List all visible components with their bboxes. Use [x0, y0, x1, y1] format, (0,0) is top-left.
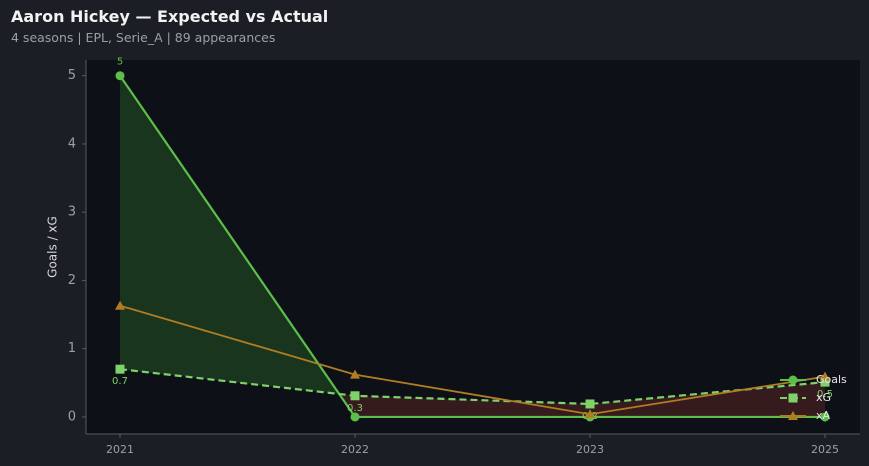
legend-marker: [788, 393, 798, 403]
y-tick-label: 5: [68, 68, 76, 83]
data-point: [115, 364, 125, 374]
data-point: [585, 409, 595, 419]
y-axis-label: Goals / xG: [46, 216, 60, 278]
data-label: 0.5: [817, 389, 833, 400]
legend-label: xG: [816, 391, 831, 404]
data-point: [820, 412, 830, 422]
x-tick-label: 2025: [811, 443, 839, 456]
y-tick-label: 4: [68, 136, 76, 151]
data-label: 5: [117, 57, 123, 68]
x-tick-label: 2022: [341, 443, 369, 456]
legend-marker: [788, 375, 798, 385]
chart-title: Aaron Hickey — Expected vs Actual: [11, 7, 329, 26]
data-point: [350, 369, 360, 379]
legend-label: xA: [816, 409, 831, 422]
y-tick-label: 2: [68, 273, 76, 288]
data-point: [115, 71, 125, 81]
data-label: 0.7: [112, 376, 128, 387]
legend-marker: [788, 411, 798, 420]
chart-subtitle: 4 seasons | EPL, Serie_A | 89 appearance…: [11, 30, 276, 45]
fill-between: [590, 382, 825, 417]
series-line: [119, 304, 826, 416]
data-point: [350, 412, 360, 422]
data-point: [820, 377, 830, 387]
series-line: [119, 368, 826, 406]
data-point: [585, 399, 595, 409]
y-tick-label: 0: [68, 409, 76, 424]
data-point: [350, 391, 360, 401]
x-tick-label: 2021: [106, 443, 134, 456]
y-tick-label: 3: [68, 205, 76, 220]
data-point: [820, 371, 830, 381]
series-line: [119, 75, 825, 419]
fill-between: [355, 395, 590, 417]
legend-label: Goals: [816, 373, 847, 386]
data-point: [115, 300, 125, 310]
x-tick-label: 2023: [576, 443, 604, 456]
data-label: 0.3: [347, 403, 363, 414]
y-tick-label: 1: [68, 341, 76, 356]
